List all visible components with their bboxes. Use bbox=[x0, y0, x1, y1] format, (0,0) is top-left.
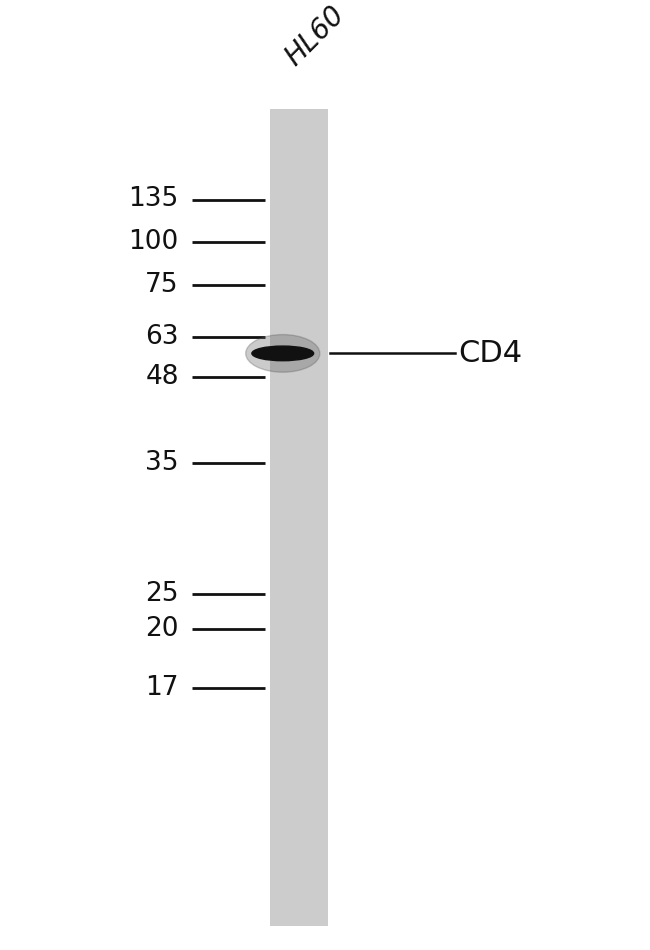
Bar bbox=[270, 109, 328, 926]
Text: 63: 63 bbox=[145, 324, 179, 351]
Text: 17: 17 bbox=[145, 674, 179, 701]
Text: 48: 48 bbox=[145, 364, 179, 390]
Text: 135: 135 bbox=[129, 186, 179, 213]
Text: 75: 75 bbox=[145, 272, 179, 298]
Text: 25: 25 bbox=[145, 580, 179, 607]
Text: 20: 20 bbox=[145, 616, 179, 642]
Text: 35: 35 bbox=[145, 449, 179, 476]
Text: CD4: CD4 bbox=[458, 339, 523, 368]
Text: 100: 100 bbox=[129, 229, 179, 256]
Text: HL60: HL60 bbox=[280, 1, 350, 71]
Ellipse shape bbox=[246, 334, 320, 372]
Ellipse shape bbox=[252, 346, 313, 361]
